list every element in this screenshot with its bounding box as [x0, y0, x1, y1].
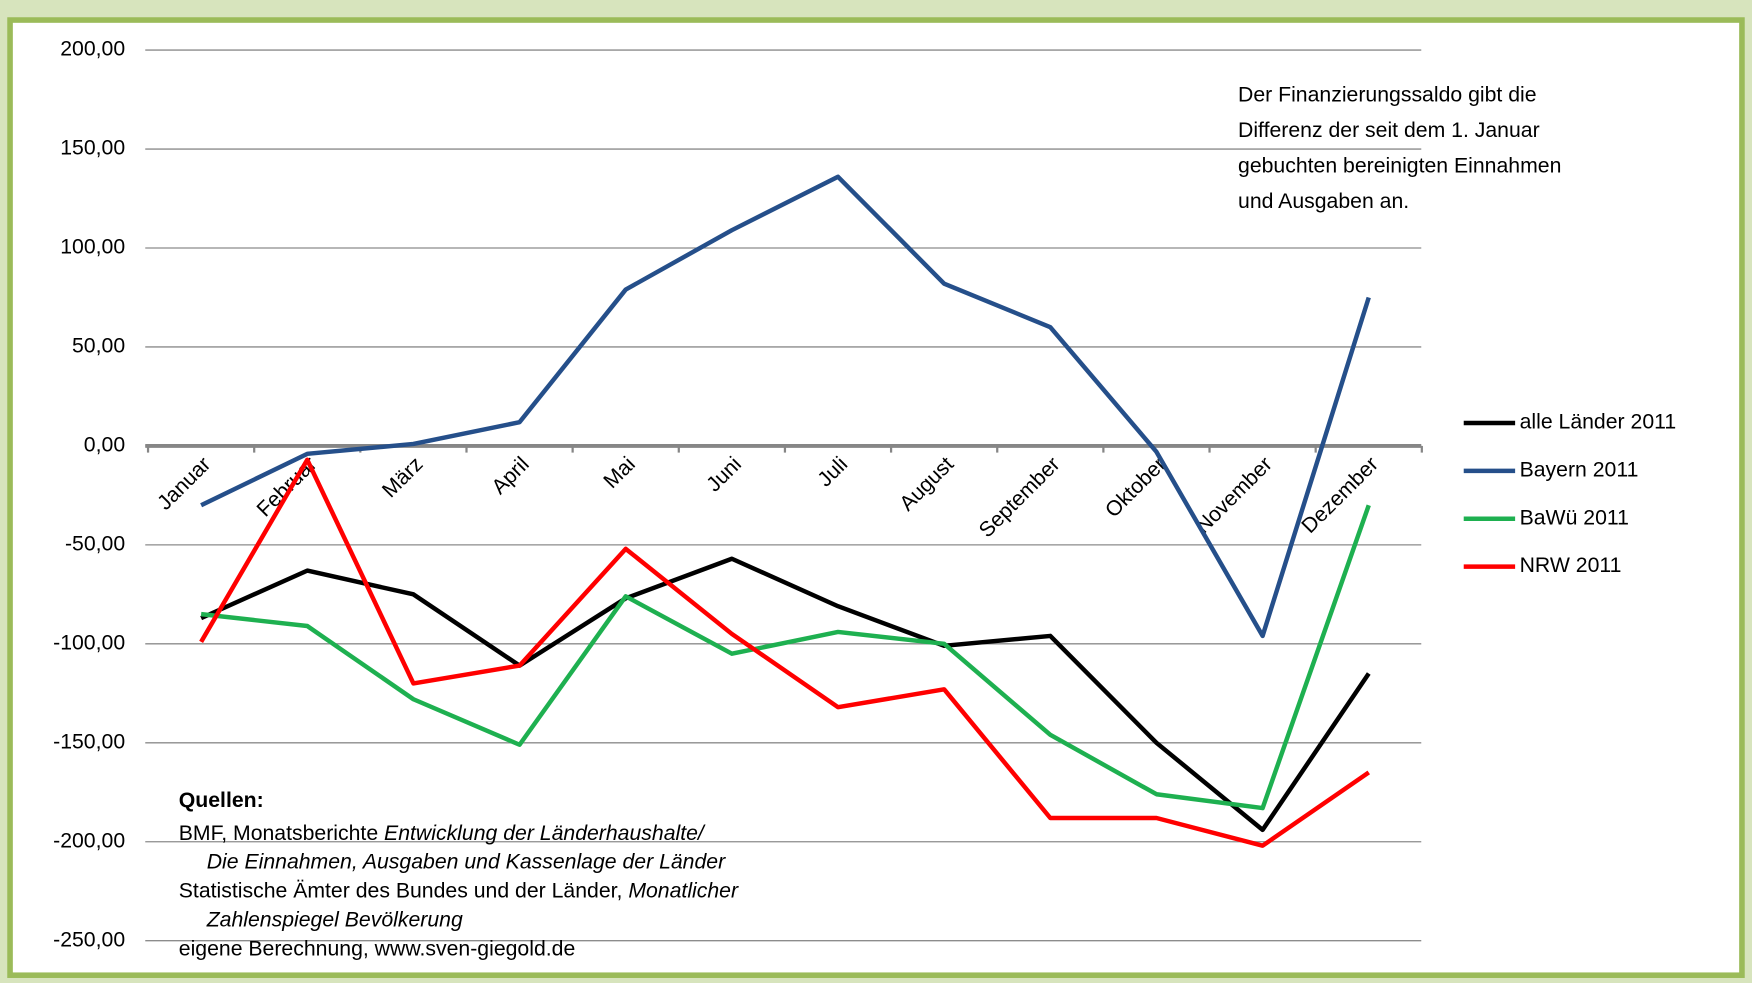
y-tick-label: 200,00 — [60, 38, 125, 61]
sources-line: Die Einnahmen, Ausgaben und Kassenlage d… — [207, 850, 726, 873]
series-line — [200, 504, 1371, 811]
series-line — [200, 556, 1371, 833]
sources-part: BMF, Monatsberichte — [179, 821, 384, 844]
y-tick-label: 150,00 — [60, 137, 125, 160]
legend-label: NRW 2011 — [1520, 554, 1622, 577]
series-line — [200, 174, 1371, 639]
y-tick-label: 50,00 — [72, 335, 125, 358]
y-tick-label: -250,00 — [53, 928, 125, 951]
y-tick-label: -150,00 — [53, 730, 125, 753]
y-tick-label: -100,00 — [53, 631, 125, 654]
legend-label: BaWü 2011 — [1520, 506, 1629, 529]
annotation: Der Finanzierungssaldo gibt die — [1238, 83, 1537, 106]
y-tick-label: -200,00 — [53, 829, 125, 852]
sources-line: Zahlenspiegel Bevölkerung — [206, 908, 463, 931]
y-tick-label: 0,00 — [84, 434, 125, 457]
sources-part: Statistische Ämter des Bundes und der Lä… — [179, 878, 629, 902]
sources-part: Monatlicher — [628, 879, 739, 902]
sources-title: Quellen: — [179, 789, 264, 812]
sources-part: Die Einnahmen, Ausgaben und Kassenlage d… — [207, 850, 726, 873]
legend-label: alle Länder 2011 — [1520, 411, 1677, 434]
sources-line: BMF, Monatsberichte Entwicklung der Länd… — [179, 821, 706, 844]
annotation: Differenz der seit dem 1. Januar — [1238, 119, 1540, 142]
y-tick-label: -50,00 — [65, 532, 125, 555]
sources-line: eigene Berechnung, www.sven-giegold.de — [179, 937, 575, 960]
sources-part: Zahlenspiegel Bevölkerung — [206, 908, 463, 931]
frame — [7, 17, 1745, 978]
sources-line: Statistische Ämter des Bundes und der Lä… — [179, 878, 739, 902]
annotation: und Ausgaben an. — [1238, 190, 1409, 213]
sources-part: eigene Berechnung, www.sven-giegold.de — [179, 937, 575, 960]
sources-part: Entwicklung der Länderhaushalte/ — [384, 821, 706, 844]
y-tick-label: 100,00 — [60, 236, 125, 259]
series-line — [199, 457, 1371, 848]
legend-label: Bayern 2011 — [1520, 459, 1639, 482]
annotation: gebuchten bereinigten Einnahmen — [1238, 155, 1561, 178]
